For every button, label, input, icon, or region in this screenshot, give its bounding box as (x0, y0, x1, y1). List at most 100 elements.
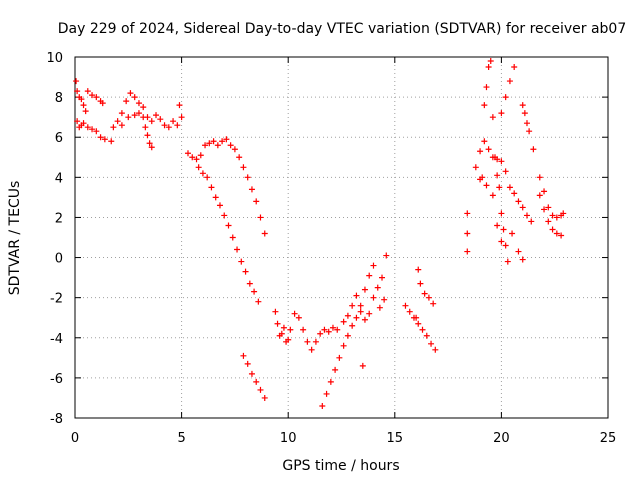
data-point (206, 140, 213, 147)
data-point (131, 94, 138, 101)
data-point (498, 238, 505, 245)
data-point (148, 144, 155, 151)
data-point (240, 164, 247, 171)
data-point (125, 114, 132, 121)
data-point (248, 186, 255, 193)
data-point (379, 274, 386, 281)
data-point (317, 330, 324, 337)
data-point (498, 110, 505, 117)
data-point (248, 370, 255, 377)
data-point (274, 320, 281, 327)
data-point (89, 92, 96, 99)
data-point (197, 152, 204, 159)
data-point (489, 192, 496, 199)
data-point (276, 332, 283, 339)
y-tick-label: 2 (55, 211, 63, 226)
data-point (361, 286, 368, 293)
data-point (502, 242, 509, 249)
data-point (210, 138, 217, 145)
data-point (321, 326, 328, 333)
data-point (500, 226, 507, 233)
x-tick-label: 20 (493, 431, 510, 446)
data-point (165, 124, 172, 131)
data-point (234, 246, 241, 253)
data-point (415, 320, 422, 327)
data-point (199, 170, 206, 177)
data-point (406, 308, 413, 315)
data-point (327, 378, 334, 385)
data-point (73, 78, 80, 85)
data-point (144, 114, 151, 121)
data-point (523, 120, 530, 127)
data-point (131, 112, 138, 119)
data-point (357, 308, 364, 315)
data-point (257, 386, 264, 393)
data-point (84, 88, 91, 95)
data-point (148, 118, 155, 125)
data-point (325, 328, 332, 335)
data-point (101, 136, 108, 143)
data-point (244, 174, 251, 181)
data-point (74, 88, 81, 95)
data-point (184, 150, 191, 157)
data-point (238, 258, 245, 265)
data-point (374, 284, 381, 291)
data-point (146, 140, 153, 147)
data-point (114, 118, 121, 125)
data-point (521, 110, 528, 117)
y-tick-label: 0 (55, 252, 63, 267)
x-tick-label: 10 (280, 431, 297, 446)
data-point (193, 156, 200, 163)
data-point (536, 192, 543, 199)
data-point (464, 230, 471, 237)
data-point (545, 218, 552, 225)
data-point (118, 122, 125, 129)
y-tick-label: -2 (50, 292, 63, 307)
data-point (541, 206, 548, 213)
data-point (300, 326, 307, 333)
y-tick-labels: -8 -6 -4 -2 0 2 4 6 8 10 (46, 51, 63, 427)
data-point (208, 184, 215, 191)
data-point (494, 172, 501, 179)
data-point (464, 248, 471, 255)
data-point (332, 366, 339, 373)
data-point (89, 126, 96, 133)
data-point (178, 114, 185, 121)
grid-lines (75, 57, 608, 418)
data-point (253, 198, 260, 205)
data-point (153, 112, 160, 119)
x-tick-labels: 0 5 10 15 20 25 (71, 431, 616, 446)
data-point (229, 234, 236, 241)
data-point (170, 118, 177, 125)
data-point (135, 110, 142, 117)
data-point (140, 104, 147, 111)
data-point (257, 214, 264, 221)
data-point (174, 122, 181, 129)
data-point (506, 184, 513, 191)
data-point (253, 378, 260, 385)
data-point (212, 194, 219, 201)
x-tick-label: 25 (600, 431, 617, 446)
data-point (432, 346, 439, 353)
data-point (214, 142, 221, 149)
data-point (357, 302, 364, 309)
data-point (349, 302, 356, 309)
data-point (558, 232, 565, 239)
data-point (366, 310, 373, 317)
x-tick-label: 0 (71, 431, 79, 446)
data-point (78, 96, 85, 103)
data-point (227, 142, 234, 149)
data-point (308, 346, 315, 353)
data-point (523, 212, 530, 219)
data-point (82, 108, 89, 115)
data-point (483, 84, 490, 91)
data-point (118, 110, 125, 117)
data-point (319, 402, 326, 409)
data-point (108, 138, 115, 145)
data-point (135, 100, 142, 107)
data-point (291, 310, 298, 317)
data-point (487, 58, 494, 65)
data-point (93, 128, 100, 135)
data-point (349, 322, 356, 329)
